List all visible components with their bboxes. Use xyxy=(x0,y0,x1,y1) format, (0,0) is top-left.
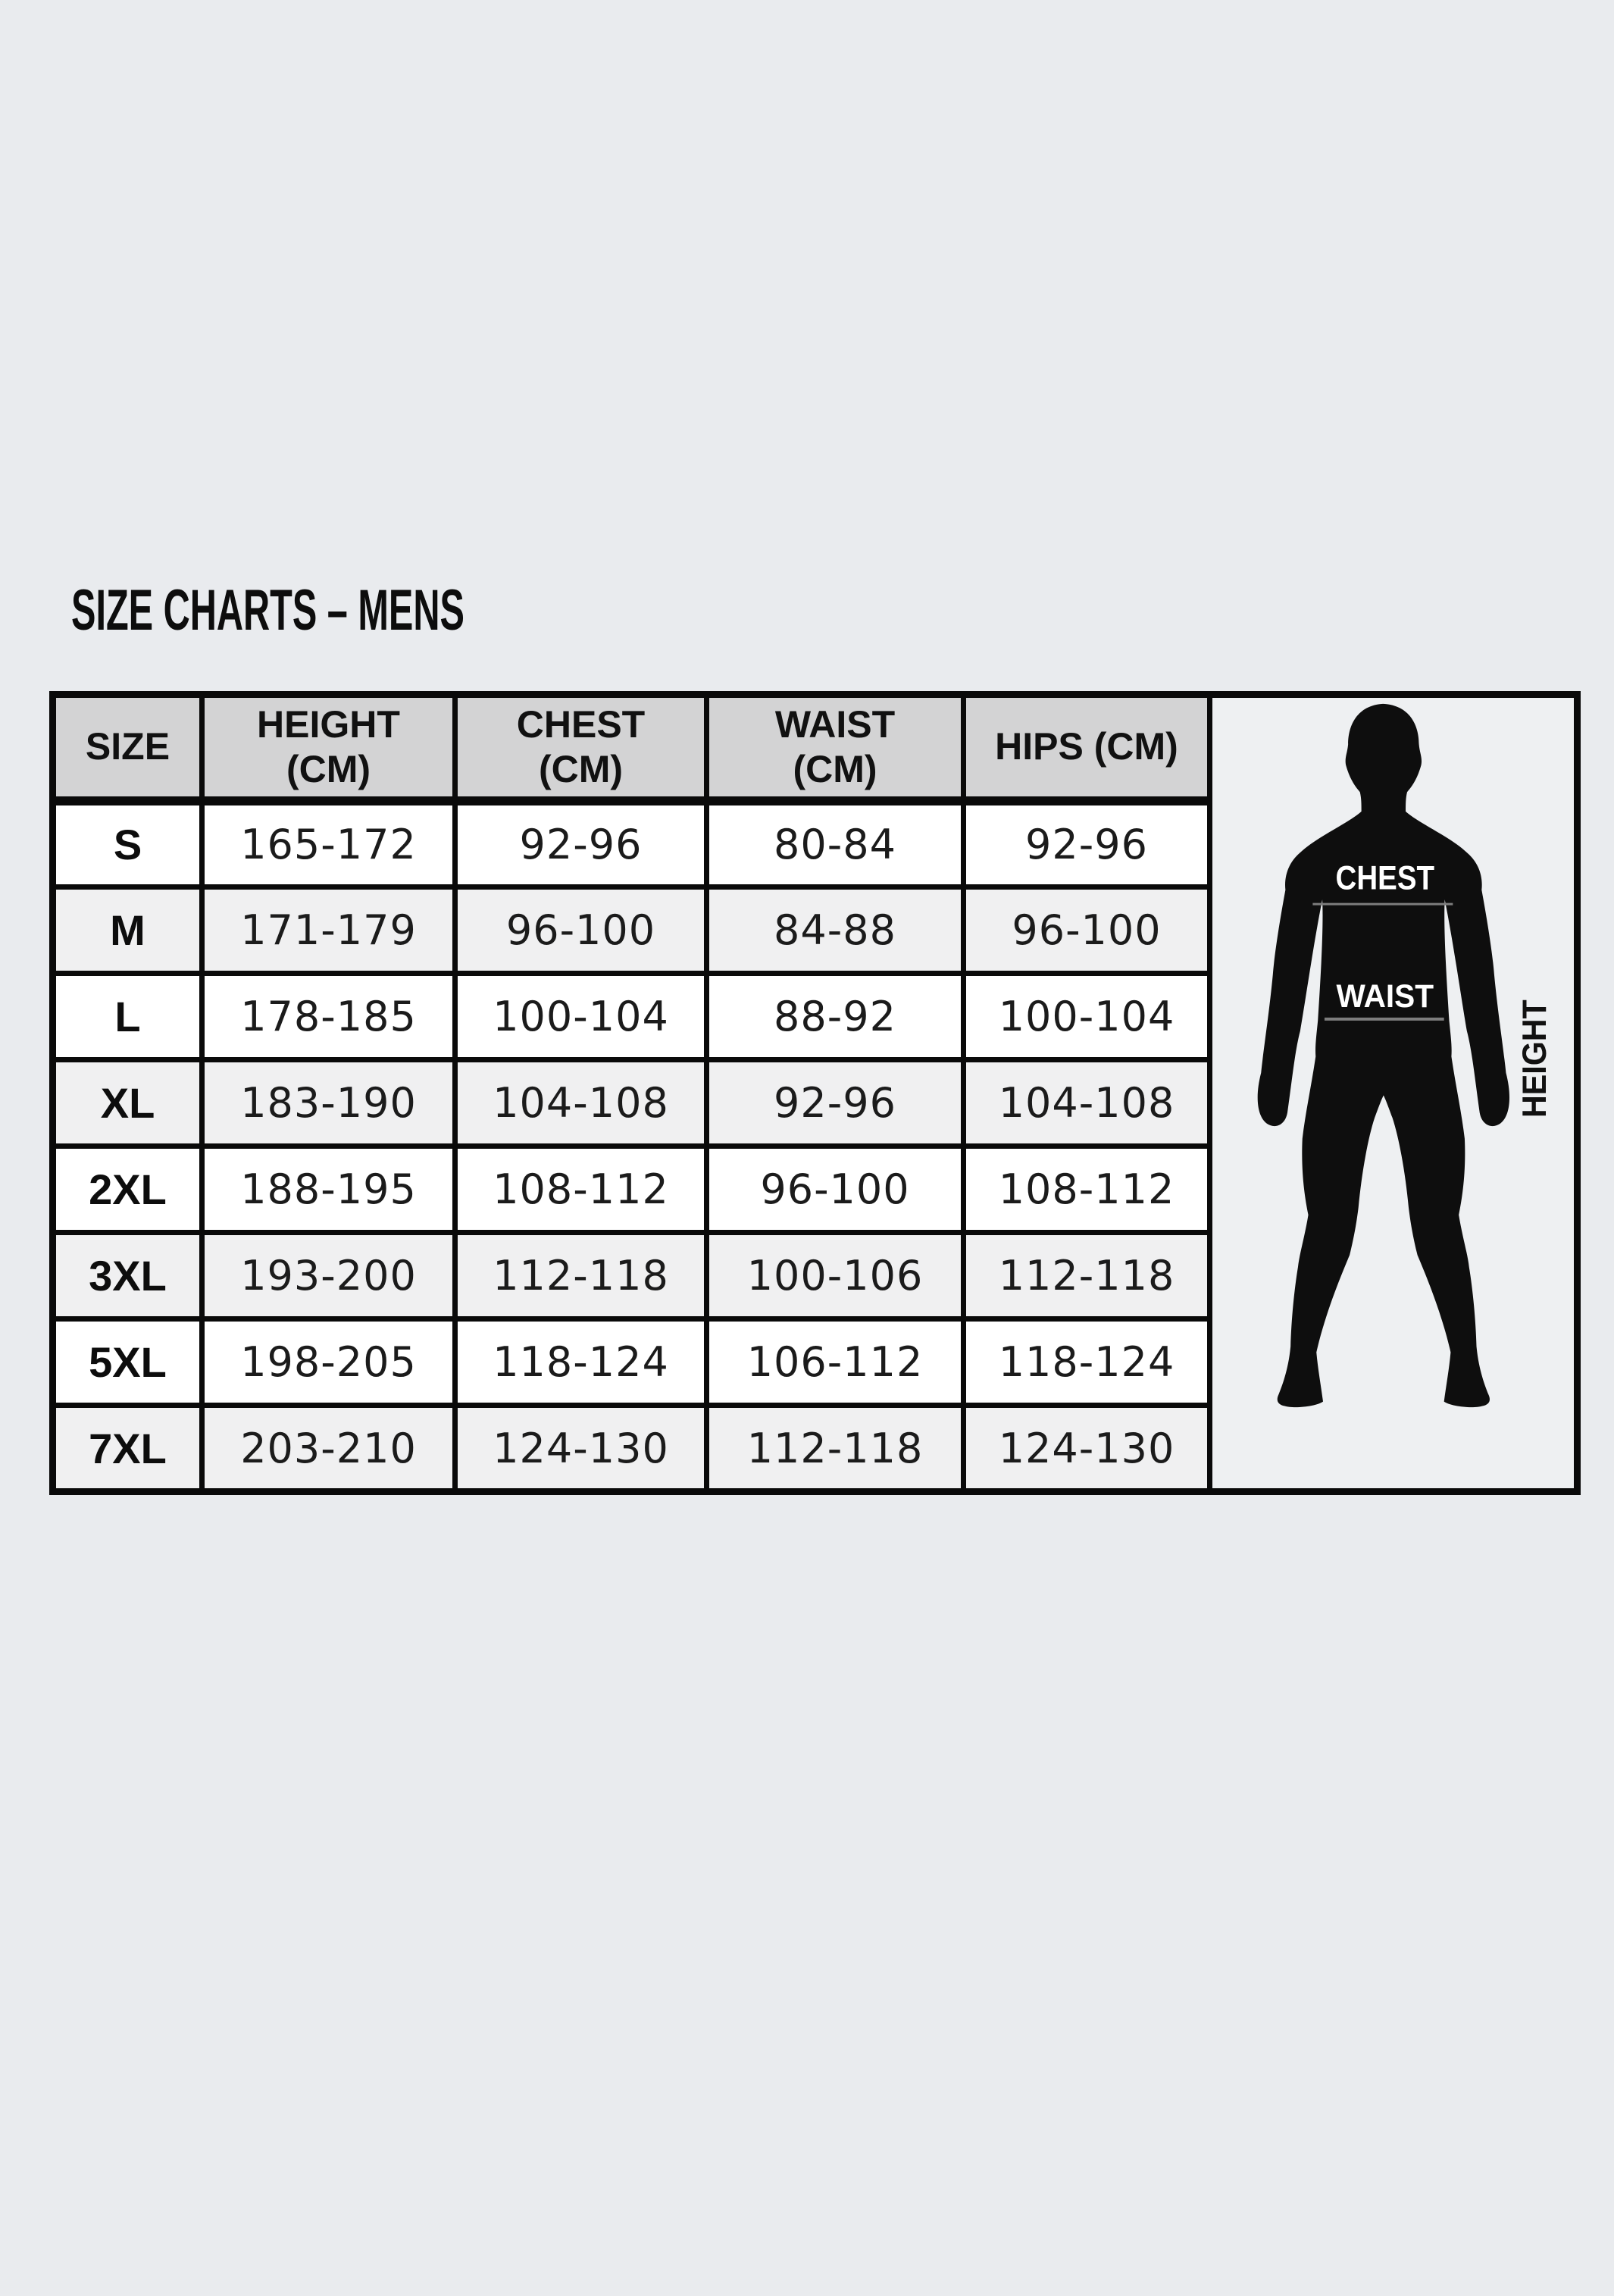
chest-value: 96-100 xyxy=(452,884,709,976)
height-value: 183-190 xyxy=(199,1057,458,1149)
height-value: 188-195 xyxy=(199,1143,458,1235)
height-value: 193-200 xyxy=(199,1230,458,1322)
male-silhouette-figure: CHEST WAIST HEIGHT xyxy=(1257,703,1553,1408)
table-row-2xl: 2XL 188-195 108-112 96-100 108-112 xyxy=(50,1143,1578,1235)
size-label: M xyxy=(50,884,205,976)
body-measurement-figure: CHEST WAIST HEIGHT xyxy=(1207,692,1580,1494)
male-silhouette xyxy=(1257,703,1509,1408)
waist-value: 106-112 xyxy=(704,1316,966,1408)
header-height-label: HEIGHT xyxy=(257,702,400,746)
waist-value: 96-100 xyxy=(704,1143,966,1235)
header-waist-label: WAIST xyxy=(774,702,896,746)
chest-value: 92-96 xyxy=(452,798,709,890)
table-row-7xl: 7XL 203-210 124-130 112-118 124-130 xyxy=(50,1403,1578,1494)
table-header-row: SIZE HEIGHT (CM) CHEST (CM) WAIST (CM) H… xyxy=(50,692,1580,1494)
size-label: S xyxy=(50,798,205,890)
size-label: 2XL xyxy=(50,1143,205,1235)
waist-value: 80-84 xyxy=(704,798,966,890)
header-size: SIZE xyxy=(50,692,205,805)
hips-value: 118-124 xyxy=(961,1316,1212,1408)
size-label: 3XL xyxy=(50,1230,205,1322)
table-row-xl: XL 183-190 104-108 92-96 104-108 xyxy=(50,1057,1578,1149)
header-height: HEIGHT (CM) xyxy=(199,692,458,805)
chest-value: 124-130 xyxy=(452,1403,709,1494)
table-row-m: M 171-179 96-100 84-88 96-100 xyxy=(50,884,1578,976)
chest-value: 112-118 xyxy=(452,1230,709,1322)
chest-value: 100-104 xyxy=(452,971,709,1062)
header-size-label: SIZE xyxy=(85,725,170,768)
height-value: 198-205 xyxy=(199,1316,458,1408)
size-label: XL xyxy=(50,1057,205,1149)
header-chest-unit: (CM) xyxy=(538,747,624,790)
page-title: SIZE CHARTS – MENS xyxy=(71,578,464,643)
chest-value: 104-108 xyxy=(452,1057,709,1149)
table-row-5xl: 5XL 198-205 118-124 106-112 118-124 xyxy=(50,1316,1578,1408)
height-value: 171-179 xyxy=(199,884,458,976)
height-value: 165-172 xyxy=(199,798,458,890)
header-waist-unit: (CM) xyxy=(793,747,877,790)
table-row-s: S 165-172 92-96 80-84 92-96 xyxy=(50,798,1578,890)
hips-value: 104-108 xyxy=(961,1057,1212,1149)
size-label: 5XL xyxy=(50,1316,205,1408)
hips-value: 112-118 xyxy=(961,1230,1212,1322)
waist-value: 100-106 xyxy=(704,1230,966,1322)
height-value: 203-210 xyxy=(199,1403,458,1494)
hips-value: 108-112 xyxy=(961,1143,1212,1235)
chest-value: 118-124 xyxy=(452,1316,709,1408)
waist-value: 88-92 xyxy=(704,971,966,1062)
table-row-l: L 178-185 100-104 88-92 100-104 xyxy=(50,971,1578,1062)
hips-value: 100-104 xyxy=(961,971,1212,1062)
hips-value: 96-100 xyxy=(961,884,1212,976)
chest-label: CHEST xyxy=(1336,859,1435,896)
size-label: 7XL xyxy=(50,1403,205,1494)
hips-value: 92-96 xyxy=(961,798,1212,890)
header-hips: HIPS (CM) xyxy=(961,692,1212,805)
table-row-3xl: 3XL 193-200 112-118 100-106 112-118 xyxy=(50,1230,1578,1322)
height-value: 178-185 xyxy=(199,971,458,1062)
size-label: L xyxy=(50,971,205,1062)
chest-value: 108-112 xyxy=(452,1143,709,1235)
header-chest-label: CHEST xyxy=(516,702,646,746)
waist-value: 92-96 xyxy=(704,1057,966,1149)
header-waist: WAIST (CM) xyxy=(704,692,966,805)
waist-label: WAIST xyxy=(1337,978,1434,1014)
mens-size-table: SIZE HEIGHT (CM) CHEST (CM) WAIST (CM) H… xyxy=(49,691,1581,1495)
waist-value: 112-118 xyxy=(704,1403,966,1494)
waist-value: 84-88 xyxy=(704,884,966,976)
height-label: HEIGHT xyxy=(1515,999,1553,1118)
header-height-unit: (CM) xyxy=(286,747,371,790)
hips-value: 124-130 xyxy=(961,1403,1212,1494)
header-chest: CHEST (CM) xyxy=(452,692,709,805)
header-hips-label: HIPS (CM) xyxy=(995,725,1178,768)
